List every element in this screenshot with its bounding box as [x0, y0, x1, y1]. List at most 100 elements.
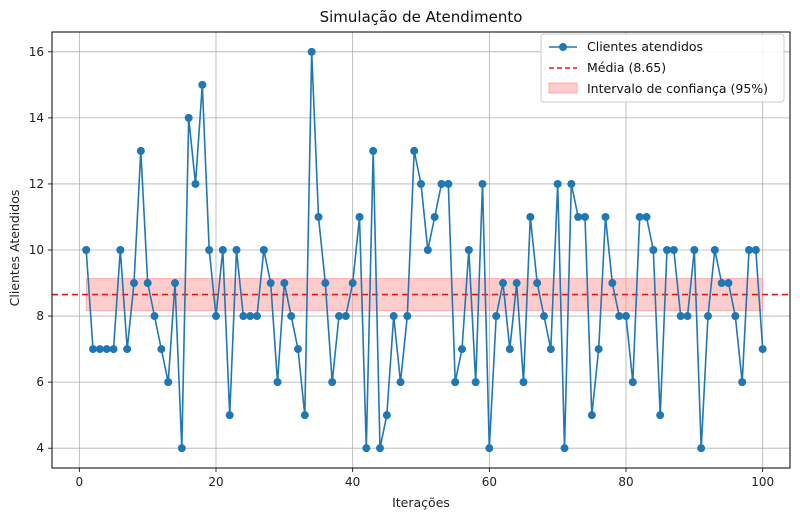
data-point [164, 378, 173, 387]
data-point [690, 246, 699, 254]
data-point [253, 312, 261, 321]
data-point [246, 312, 255, 321]
data-point [177, 444, 186, 453]
data-point [259, 246, 268, 254]
data-point [444, 179, 453, 188]
plot-area: 0 20 40 60 80 100 4 6 8 10 12 14 16 [29, 31, 791, 489]
data-point [560, 444, 569, 453]
data-point [533, 279, 542, 288]
data-point [663, 246, 671, 254]
data-point [594, 345, 603, 354]
series-group [82, 47, 767, 453]
data-point [294, 345, 302, 354]
chart-title: Simulação de Atendimento [320, 8, 523, 26]
data-point [615, 312, 624, 321]
data-point [212, 312, 220, 321]
data-point [628, 378, 637, 387]
data-point [738, 378, 747, 387]
data-point [635, 212, 644, 221]
data-point [191, 179, 200, 188]
data-point [574, 212, 583, 221]
data-point [403, 312, 412, 321]
data-point [287, 312, 296, 321]
data-point [314, 212, 323, 221]
data-point [280, 279, 289, 288]
data-point [157, 345, 166, 354]
data-point [526, 212, 535, 221]
data-point [505, 345, 514, 354]
data-point [649, 246, 658, 254]
data-point [198, 80, 207, 89]
data-point [642, 212, 651, 221]
y-tick-label: 8 [36, 309, 44, 323]
data-point [130, 279, 138, 288]
data-point [717, 279, 726, 288]
y-tick-label: 6 [36, 375, 44, 389]
y-axis-label: Clientes Atendidos [7, 190, 22, 307]
data-point [669, 246, 678, 254]
data-point [123, 345, 132, 354]
data-point [758, 345, 767, 354]
legend-series-swatch-marker [559, 43, 567, 51]
data-point [656, 411, 665, 420]
data-point [273, 378, 282, 387]
ticks: 0 20 40 60 80 100 4 6 8 10 12 14 16 [29, 45, 774, 489]
data-point [417, 179, 425, 188]
data-point [464, 246, 473, 254]
data-point [232, 246, 241, 254]
data-point [116, 246, 125, 254]
data-point [355, 212, 364, 221]
data-point [382, 411, 391, 420]
data-point [184, 113, 193, 122]
data-point [396, 378, 405, 387]
data-point [704, 312, 712, 321]
data-point [581, 212, 589, 221]
data-point [697, 444, 706, 453]
x-tick-label: 40 [345, 475, 360, 489]
data-point [567, 179, 576, 188]
data-point [546, 345, 555, 354]
x-axis-label: Iterações [392, 495, 450, 510]
data-point [205, 246, 214, 254]
data-point [82, 246, 91, 254]
data-point [218, 246, 227, 254]
x-tick-label: 80 [618, 475, 633, 489]
data-point [89, 345, 97, 354]
data-point [239, 312, 248, 321]
data-point [307, 47, 316, 56]
data-point [143, 279, 152, 288]
data-point [683, 312, 692, 321]
data-point [389, 312, 398, 321]
data-point [601, 212, 610, 221]
y-tick-label: 10 [29, 243, 44, 257]
data-point [266, 279, 275, 288]
data-point [136, 146, 145, 155]
x-tick-label: 20 [208, 475, 223, 489]
data-point [724, 279, 733, 288]
y-tick-label: 4 [36, 441, 44, 455]
legend: Clientes atendidos Média (8.65) Interval… [540, 33, 785, 103]
data-point [587, 411, 596, 420]
data-point [437, 179, 446, 188]
y-tick-label: 16 [29, 45, 44, 59]
data-point [369, 146, 378, 155]
data-point [471, 378, 480, 387]
series-line [85, 50, 764, 450]
data-point [430, 212, 439, 221]
data-point [499, 279, 507, 288]
data-point [376, 444, 384, 453]
data-point [321, 279, 330, 288]
data-point [710, 246, 719, 254]
data-point [458, 345, 466, 354]
data-point [485, 444, 494, 453]
legend-ci-swatch [548, 82, 578, 94]
legend-mean-label: Média (8.65) [587, 60, 666, 75]
data-point [731, 312, 740, 321]
data-point [745, 246, 753, 254]
legend-series-label: Clientes atendidos [587, 39, 703, 54]
x-tick-label: 60 [482, 475, 497, 489]
data-point [751, 246, 760, 254]
data-point [328, 378, 337, 387]
data-point [676, 312, 685, 321]
